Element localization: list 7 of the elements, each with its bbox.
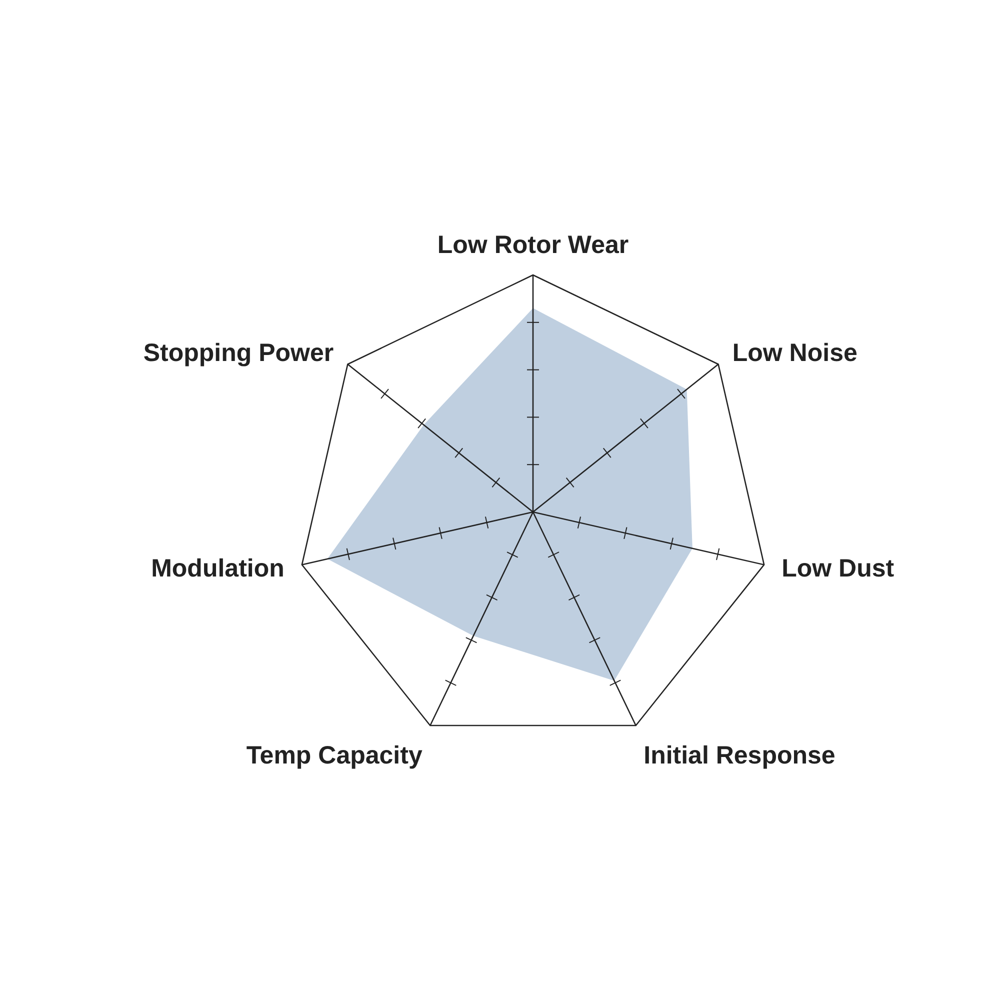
spoke-label: Low Rotor Wear [437, 231, 629, 259]
spoke-label: Modulation [151, 554, 284, 583]
spoke-label: Low Dust [782, 554, 895, 583]
spoke-label: Initial Response [644, 742, 836, 770]
spoke-label: Low Noise [732, 339, 858, 368]
spoke-label: Temp Capacity [246, 742, 422, 770]
spoke-label: Stopping Power [143, 339, 334, 368]
